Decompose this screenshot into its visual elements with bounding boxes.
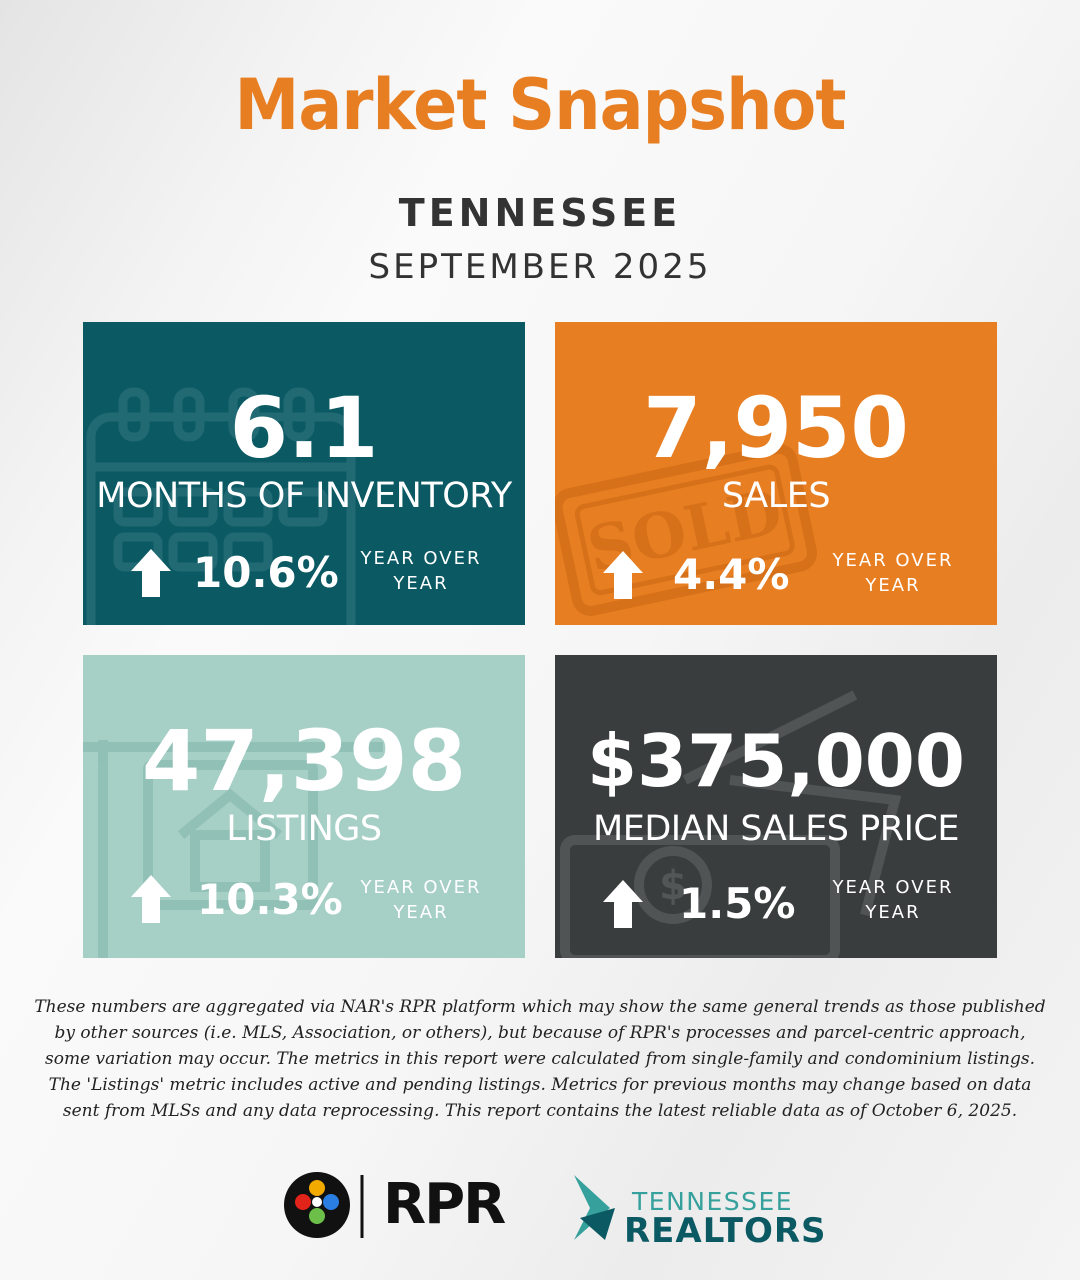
median-price-value: $375,000 <box>586 719 966 803</box>
listings-label: LISTINGS <box>226 809 382 849</box>
sales-change: 4.4% <box>673 550 790 599</box>
house-sign-icon <box>83 740 383 958</box>
tennessee-realtors-logo-bottom: REALTORS <box>624 1211 827 1251</box>
median-price-label: MEDIAN SALES PRICE <box>593 809 959 849</box>
money-icon: $ <box>560 690 902 958</box>
inventory-label: MONTHS OF INVENTORY <box>96 476 512 516</box>
disclaimer-text: These numbers are aggregated via NAR's R… <box>34 997 1046 1121</box>
listings-change: 10.3% <box>197 875 343 924</box>
arrow-up-icon <box>603 551 643 599</box>
inventory-card: 6.1 MONTHS OF INVENTORY 10.6% YEAR OVER Y… <box>83 322 525 625</box>
arrow-up-icon <box>131 549 171 597</box>
report-period: SEPTEMBER 2025 <box>368 247 712 287</box>
arrow-up-icon <box>603 880 643 928</box>
listings-value: 47,398 <box>141 712 467 810</box>
page-title: Market Snapshot <box>234 64 846 146</box>
rpr-logo-icon <box>284 1172 615 1240</box>
sales-card: SOLD 7,950 SALES 4.4% YEAR OVER YEAR <box>555 322 997 625</box>
inventory-change: 10.6% <box>193 548 339 597</box>
svg-text:$: $ <box>659 863 687 909</box>
sales-label: SALES <box>721 476 831 516</box>
median-price-comparison: YEAR OVER YEAR <box>832 877 954 923</box>
median-price-change: 1.5% <box>679 879 796 928</box>
state-name: TENNESSEE <box>398 191 682 235</box>
listings-comparison: YEAR OVER YEAR <box>360 877 482 923</box>
inventory-value: 6.1 <box>229 379 379 477</box>
listings-card: 47,398 LISTINGS 10.3% YEAR OVER YEAR <box>83 655 525 958</box>
sales-value: 7,950 <box>643 379 909 477</box>
rpr-logo-text: RPR <box>383 1172 506 1237</box>
median-price-card: $ $375,000 MEDIAN SALES PRICE 1.5% YEAR … <box>555 655 997 958</box>
arrow-up-icon <box>131 875 171 923</box>
sales-comparison: YEAR OVER YEAR <box>832 550 954 596</box>
inventory-comparison: YEAR OVER YEAR <box>360 548 482 594</box>
tennessee-realtors-logo-top: TENNESSEE <box>632 1187 794 1216</box>
